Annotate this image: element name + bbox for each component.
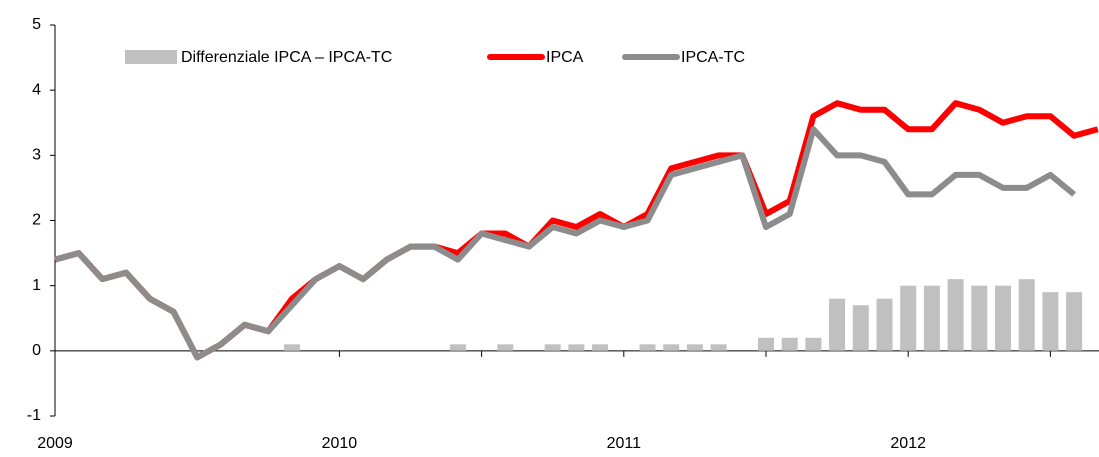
bar	[497, 344, 514, 351]
bar	[971, 285, 988, 351]
bar	[592, 344, 609, 351]
bar	[284, 344, 300, 351]
bar	[923, 285, 940, 351]
y-tick-label: 3	[32, 147, 41, 164]
bar	[805, 337, 822, 351]
y-tick-label: 2	[32, 212, 41, 229]
x-tick-label: 2012	[890, 435, 926, 452]
bar	[829, 298, 846, 351]
bar	[663, 344, 680, 351]
bar	[639, 344, 656, 351]
bar	[876, 298, 893, 351]
legend-label: IPCA-TC	[681, 49, 745, 66]
legend-label: IPCA	[546, 49, 584, 66]
legend-label: Differenziale IPCA – IPCA-TC	[181, 49, 392, 66]
bar	[1018, 279, 1035, 351]
legend-swatch	[125, 50, 177, 64]
bar	[900, 285, 917, 351]
bar	[995, 285, 1011, 351]
line	[54, 126, 1077, 361]
x-tick-label: 2010	[322, 435, 358, 452]
bar	[686, 344, 703, 351]
bar	[1066, 292, 1083, 351]
y-tick-label: 1	[32, 277, 41, 294]
bar	[852, 305, 869, 351]
bar	[568, 344, 585, 351]
bar	[1042, 292, 1059, 351]
bar	[758, 337, 774, 351]
bar	[544, 344, 561, 351]
y-tick-label: 4	[32, 81, 41, 98]
x-tick-label: 2011	[607, 435, 642, 452]
x-tick-label: 2009	[37, 435, 73, 452]
y-tick-label: 0	[32, 342, 41, 359]
y-tick-label: 5	[32, 16, 41, 33]
bar	[781, 337, 798, 351]
bar	[449, 344, 466, 351]
bar	[947, 279, 964, 351]
y-tick-label: -1	[27, 407, 41, 424]
bar	[710, 344, 727, 351]
